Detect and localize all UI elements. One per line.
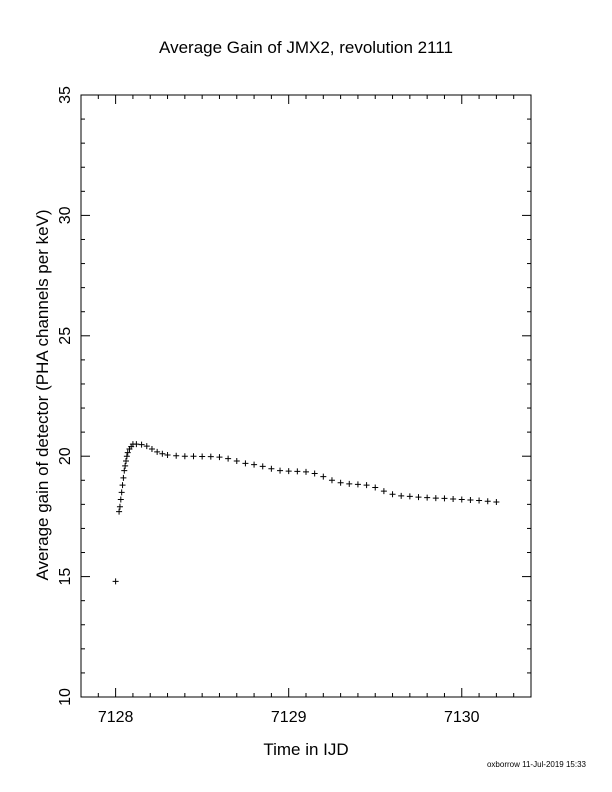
data-point [467,497,474,504]
data-point [119,482,126,489]
data-point [118,489,125,496]
data-point [242,460,249,467]
data-point [285,468,292,475]
data-point [432,495,439,502]
data-point [148,445,155,452]
data-point [207,453,214,460]
data-point [372,484,379,491]
data-point [450,496,457,503]
y-tick-label: 10 [57,688,74,706]
x-tick-label: 7129 [271,709,307,726]
chart-title: Average Gain of JMX2, revolution 2111 [159,38,453,57]
data-point [173,452,180,459]
data-point [320,473,327,480]
data-point [190,453,197,460]
footer-credit: oxborrow 11-Jul-2019 15:33 [487,760,587,769]
data-point [398,492,405,499]
data-point [441,495,448,502]
data-point [116,503,123,510]
data-point [268,465,275,472]
data-point [294,468,301,475]
data-point [159,450,166,457]
data-point [133,441,140,448]
y-tick-label: 25 [57,327,74,345]
data-point [116,508,123,515]
data-point [389,491,396,498]
data-point [164,451,171,458]
data-point [121,467,128,474]
y-tick-label: 20 [57,447,74,465]
y-tick-label: 35 [57,86,74,104]
data-point [233,458,240,465]
data-point [199,453,206,460]
data-point [328,477,335,484]
data-point [484,498,491,505]
data-point [251,461,258,468]
data-point [154,448,161,455]
data-point [124,449,131,456]
x-tick-label: 7130 [444,709,480,726]
plot-area: 10 15 20 25 30 35 7128 7129 7130 [57,86,532,726]
y-tick-label: 15 [57,568,74,586]
y-tick-label: 30 [57,206,74,224]
data-point [225,455,232,462]
data-point [476,497,483,504]
data-point [120,474,127,481]
data-point [424,494,431,501]
data-point [337,479,344,486]
x-axis-label: Time in IJD [263,740,348,759]
data-point [277,467,284,474]
data-point [458,496,465,503]
data-point [117,496,124,503]
data-point [354,481,361,488]
plot-frame [80,94,532,698]
data-point [138,441,145,448]
x-tick-label: 7128 [98,709,134,726]
data-point [181,453,188,460]
data-point [380,488,387,495]
data-point [143,443,150,450]
data-point [346,480,353,487]
data-point [311,470,318,477]
data-point [406,493,413,500]
data-point [415,494,422,501]
data-point [216,454,223,461]
y-axis-label: Average gain of detector (PHA channels p… [33,209,52,580]
data-point [123,453,130,460]
data-point [493,498,500,505]
data-point [259,463,266,470]
data-point [112,578,119,585]
data-point [303,468,309,475]
data-point [123,458,129,465]
data-point [122,462,129,469]
data-point [363,482,370,489]
